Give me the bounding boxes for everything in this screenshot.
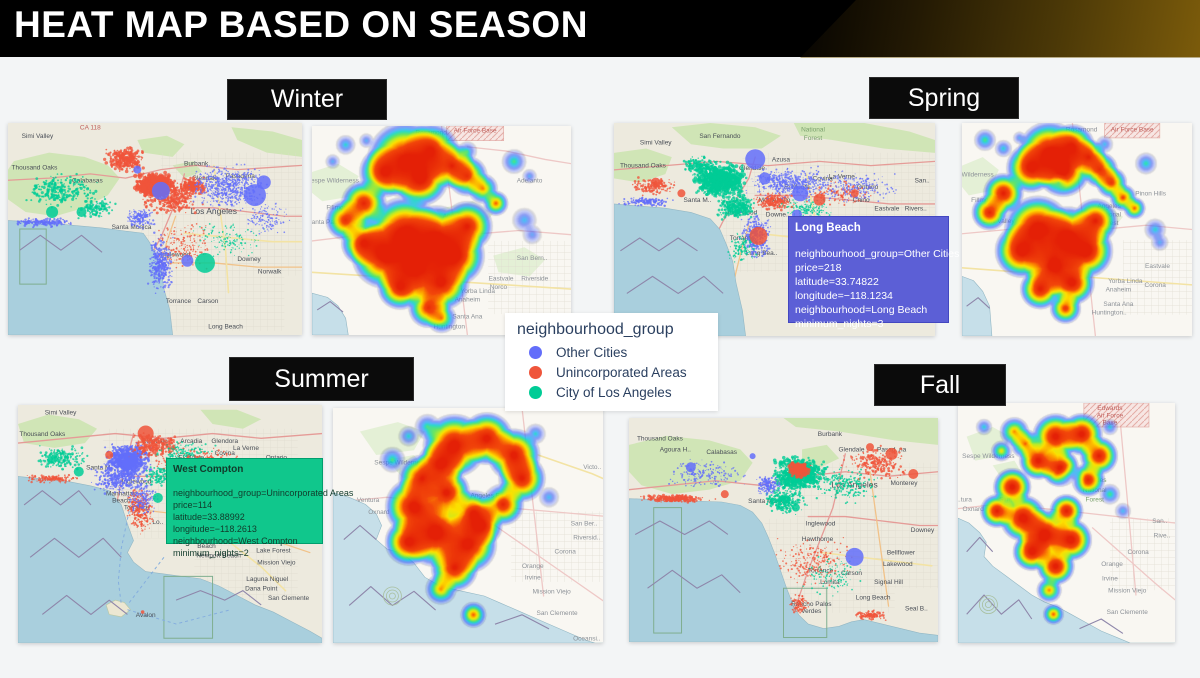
legend-item-unincorporated-areas[interactable]: Unincorporated Areas (517, 365, 704, 380)
fall-scatter-map[interactable]: Thousand OaksAgoura H..CalabasasBurbankG… (629, 418, 938, 642)
city-of-los-angeles-dot-icon (529, 386, 542, 399)
tooltip-west-compton: West Compton neighbourhood_group=Unincor… (166, 458, 353, 558)
page-header: HEAT MAP BASED ON SEASON (0, 0, 1200, 58)
tooltip-line: price=218 (795, 261, 842, 274)
spring-heat-map[interactable]: RosamondAir Force Base..WildernessFillmo… (962, 123, 1192, 336)
season-label-spring: Spring (870, 78, 1018, 118)
tooltip-line: price=114 (173, 499, 213, 510)
tooltip-line: neighbourhood=West Compton (173, 536, 298, 547)
fall-scatter-points-layer (629, 418, 938, 642)
legend: neighbourhood_group Other Cities Unincor… (505, 313, 718, 411)
season-label-summer: Summer (230, 358, 413, 400)
summer-heat-map[interactable]: Sespe WildernessVenturaOxnardVicto..San … (333, 408, 603, 643)
spring-heat-density-layer (962, 123, 1192, 336)
page-title: HEAT MAP BASED ON SEASON (14, 4, 588, 45)
tooltip-lines: neighbourhood_group=Other Cities price=21… (795, 247, 960, 332)
tooltip-title: Long Beach (795, 222, 861, 234)
tooltip-line: latitude=33.74822 (795, 275, 879, 288)
fall-heat-map[interactable]: EdwardsAir ForceBaseSespe Wilderness..tu… (958, 403, 1175, 643)
season-label-fall: Fall (875, 365, 1005, 405)
tooltip-line: neighbourhood=Long Beach (795, 304, 928, 317)
tooltip-lines: neighbourhood_group=Unincorporated Areas… (173, 487, 354, 560)
legend-item-other-cities[interactable]: Other Cities (517, 345, 704, 360)
tooltip-line: longitude=−118.2613 (173, 523, 257, 534)
winter-heat-density-layer (312, 126, 571, 335)
fall-heat-density-layer (958, 403, 1175, 643)
tooltip-line: neighbourhood_group=Other Cities (795, 247, 960, 260)
legend-title: neighbourhood_group (517, 321, 674, 338)
tooltip-line: latitude=33.88992 (173, 511, 245, 522)
legend-item-city-of-los-angeles[interactable]: City of Los Angeles (517, 385, 704, 400)
legend-item-label: Other Cities (556, 345, 628, 360)
tooltip-line: minimum_nights=3 (795, 318, 884, 331)
header-gold-gradient (800, 0, 1200, 58)
summer-heat-density-layer (333, 408, 603, 643)
tooltip-long-beach: Long Beach neighbourhood_group=Other Cit… (788, 216, 959, 330)
tooltip-line: neighbourhood_group=Unincorporated Areas (173, 487, 354, 498)
other-cities-dot-icon (529, 346, 542, 359)
tooltip-line: longitude=−118.1234 (795, 290, 893, 303)
legend-item-label: City of Los Angeles (556, 385, 672, 400)
unincorporated-areas-dot-icon (529, 366, 542, 379)
tooltip-line: minimum_nights=2 (173, 548, 249, 559)
season-label-winter: Winter (228, 80, 386, 119)
tooltip-title: West Compton (173, 464, 244, 475)
winter-heat-map[interactable]: RosamondAir Force BaseSespe WildernessFi… (312, 126, 571, 335)
legend-item-label: Unincorporated Areas (556, 365, 687, 380)
winter-scatter-points-layer (8, 123, 302, 335)
winter-scatter-map[interactable]: Simi ValleyCA 118Thousand OaksCalabasasB… (8, 123, 302, 335)
